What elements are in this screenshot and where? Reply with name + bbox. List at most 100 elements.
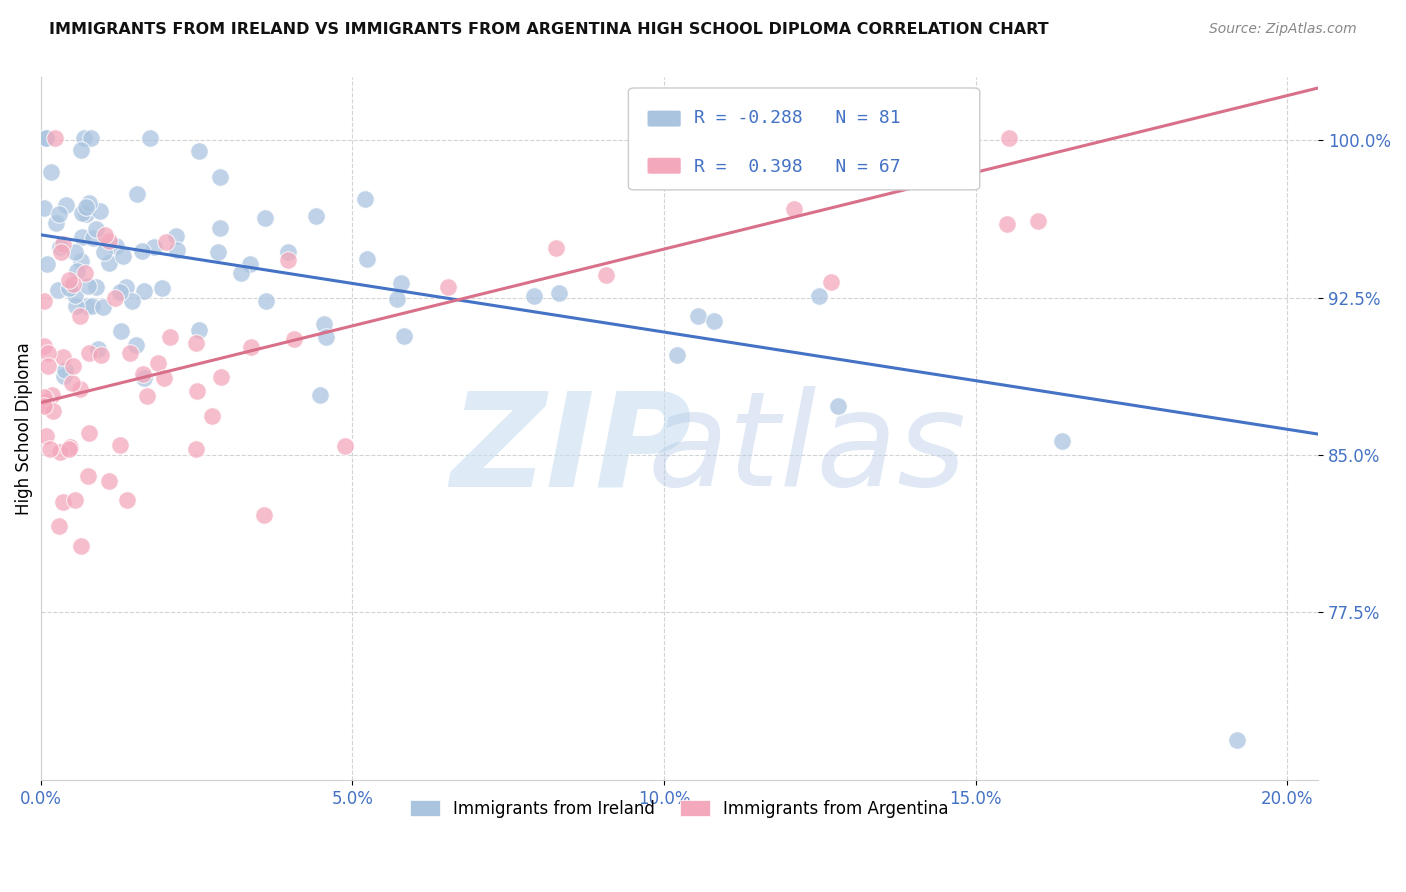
Point bbox=[32, 397, 55, 411]
Point bbox=[997, 131, 1019, 145]
Point bbox=[84, 280, 107, 294]
Point bbox=[73, 131, 96, 145]
Point bbox=[188, 145, 211, 159]
Point bbox=[60, 376, 83, 391]
Point bbox=[884, 131, 907, 145]
Point bbox=[35, 131, 58, 145]
Point bbox=[153, 370, 176, 384]
Point bbox=[523, 289, 546, 303]
FancyBboxPatch shape bbox=[628, 88, 980, 190]
Point bbox=[75, 207, 97, 221]
Point bbox=[207, 244, 229, 259]
Point bbox=[37, 359, 59, 373]
Point bbox=[166, 243, 188, 257]
Legend: Immigrants from Ireland, Immigrants from Argentina: Immigrants from Ireland, Immigrants from… bbox=[404, 793, 956, 825]
Point bbox=[827, 399, 849, 413]
Point bbox=[240, 340, 263, 354]
Text: ZIP: ZIP bbox=[450, 386, 692, 514]
FancyBboxPatch shape bbox=[648, 111, 681, 127]
Point bbox=[132, 284, 155, 298]
Point bbox=[104, 239, 127, 253]
Point bbox=[108, 285, 131, 299]
Point bbox=[121, 294, 143, 309]
Text: R = -0.288   N = 81: R = -0.288 N = 81 bbox=[693, 109, 900, 128]
Text: R =  0.398   N = 67: R = 0.398 N = 67 bbox=[693, 158, 900, 176]
Point bbox=[58, 273, 80, 287]
Point bbox=[45, 216, 67, 230]
Point bbox=[1026, 213, 1049, 227]
Point bbox=[52, 236, 75, 251]
Point bbox=[94, 228, 117, 243]
Point bbox=[114, 280, 136, 294]
Point bbox=[387, 292, 409, 306]
Point bbox=[52, 350, 75, 364]
Point bbox=[277, 252, 299, 267]
Point bbox=[48, 207, 70, 221]
Point bbox=[58, 442, 80, 457]
Point bbox=[80, 131, 103, 145]
Point bbox=[125, 338, 148, 352]
Point bbox=[155, 235, 177, 249]
Point bbox=[59, 440, 82, 454]
Point bbox=[35, 429, 58, 443]
Point bbox=[229, 266, 252, 280]
Point bbox=[544, 241, 567, 255]
Point bbox=[665, 348, 688, 362]
Point bbox=[90, 348, 112, 362]
Point bbox=[53, 368, 76, 383]
Point bbox=[93, 300, 115, 314]
Point bbox=[112, 249, 135, 263]
Point bbox=[209, 169, 232, 184]
Point bbox=[356, 252, 378, 267]
Point bbox=[389, 277, 412, 291]
Point bbox=[354, 192, 377, 206]
Point bbox=[392, 329, 415, 343]
Point bbox=[436, 280, 458, 294]
Text: atlas: atlas bbox=[648, 386, 967, 514]
Point bbox=[253, 211, 276, 226]
Point bbox=[70, 230, 93, 244]
Point bbox=[208, 221, 231, 235]
Point bbox=[277, 245, 299, 260]
Point bbox=[333, 439, 356, 453]
Point bbox=[125, 187, 148, 202]
Point bbox=[807, 289, 830, 303]
Point bbox=[148, 356, 170, 370]
Point bbox=[110, 324, 132, 338]
Point bbox=[186, 384, 208, 398]
Point bbox=[69, 382, 91, 396]
Point bbox=[77, 346, 100, 360]
Point bbox=[69, 309, 91, 323]
Text: IMMIGRANTS FROM IRELAND VS IMMIGRANTS FROM ARGENTINA HIGH SCHOOL DIPLOMA CORRELA: IMMIGRANTS FROM IRELAND VS IMMIGRANTS FR… bbox=[49, 22, 1049, 37]
Point bbox=[87, 342, 110, 356]
Point bbox=[136, 389, 159, 403]
FancyBboxPatch shape bbox=[648, 158, 681, 174]
Point bbox=[165, 229, 187, 244]
Point bbox=[32, 399, 55, 413]
Point bbox=[39, 442, 62, 456]
Point bbox=[104, 291, 127, 305]
Point bbox=[65, 263, 87, 277]
Point bbox=[1226, 733, 1249, 747]
Y-axis label: High School Diploma: High School Diploma bbox=[15, 343, 32, 516]
Point bbox=[34, 390, 56, 404]
Point bbox=[211, 370, 233, 384]
Point bbox=[49, 245, 72, 260]
Point bbox=[32, 202, 55, 216]
Point bbox=[844, 169, 866, 183]
Point bbox=[239, 257, 262, 271]
Point bbox=[118, 346, 141, 360]
Point bbox=[62, 359, 84, 373]
Point bbox=[93, 244, 115, 259]
Point bbox=[42, 404, 65, 418]
Point bbox=[783, 202, 806, 216]
Point bbox=[49, 240, 72, 254]
Point bbox=[108, 438, 131, 452]
Point bbox=[32, 339, 55, 353]
Text: Source: ZipAtlas.com: Source: ZipAtlas.com bbox=[1209, 22, 1357, 37]
Point bbox=[77, 426, 100, 441]
Point bbox=[131, 244, 153, 258]
Point bbox=[820, 275, 842, 289]
Point bbox=[41, 388, 63, 402]
Point bbox=[305, 209, 328, 223]
